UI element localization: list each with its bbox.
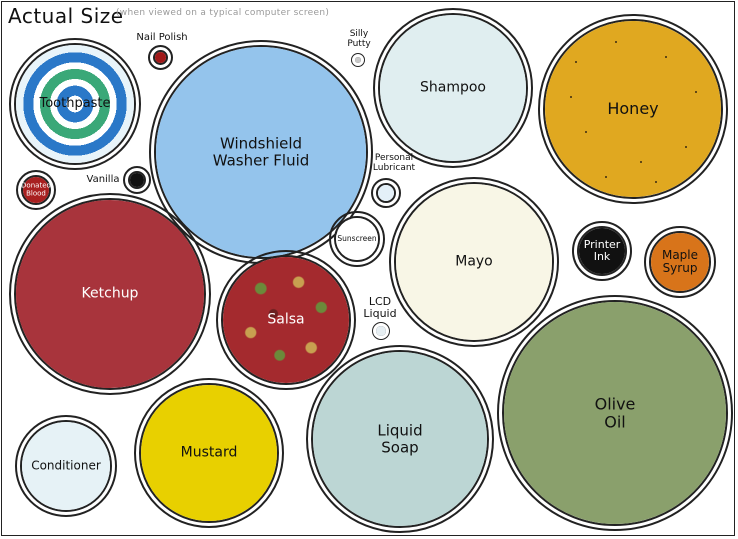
vanilla-label: Vanilla	[86, 174, 120, 185]
honey-speck	[665, 56, 667, 58]
vanilla-circle	[123, 166, 151, 194]
personal-lubricant-circle	[371, 178, 401, 208]
lcd-liquid-label: LCD Liquid	[363, 295, 397, 321]
donated-blood-fill	[23, 177, 49, 203]
conditioner-label: Conditioner	[31, 458, 101, 473]
honey-speck	[615, 41, 617, 43]
salsa-label: Salsa	[267, 311, 305, 328]
shampoo-circle: Shampoo	[373, 8, 533, 168]
mustard-circle: Mustard	[134, 378, 284, 528]
ketchup-fill	[16, 200, 204, 388]
liquid-soap-circle: Liquid Soap	[306, 345, 494, 533]
lcd-liquid-circle	[372, 322, 390, 340]
silly-putty-fill	[355, 57, 361, 63]
comic-title: Actual Size	[8, 4, 124, 28]
salsa-fill	[223, 257, 349, 383]
conditioner-fill	[22, 422, 110, 510]
windshield-washer-fluid-circle: Windshield Washer Fluid	[149, 40, 373, 264]
toothpaste-circle: Toothpaste	[9, 38, 141, 170]
honey-fill	[545, 21, 721, 197]
mayo-fill	[396, 184, 552, 340]
donated-blood-circle: Donated Blood	[16, 170, 56, 210]
printer-ink-label: Printer Ink	[583, 237, 621, 263]
mayo-circle: Mayo	[389, 177, 559, 347]
liquid-soap-fill	[313, 352, 487, 526]
printer-ink-fill	[579, 228, 625, 274]
ketchup-circle: Ketchup	[9, 193, 211, 395]
maple-syrup-fill	[651, 233, 709, 291]
printer-ink-circle: Printer Ink	[572, 221, 632, 281]
liquid-soap-label: Liquid Soap	[377, 421, 423, 456]
honey-speck	[605, 176, 607, 178]
nail-polish-circle	[148, 45, 173, 70]
windshield-washer-fluid-fill	[156, 47, 366, 257]
personal-lubricant-fill	[378, 185, 394, 201]
honey-speck	[640, 161, 642, 163]
toothpaste-swirl	[16, 45, 134, 163]
sunscreen-label: Sunscreen	[337, 233, 377, 243]
maple-syrup-circle: Maple Syrup	[644, 226, 716, 298]
olive-oil-label: Olive Oil	[594, 394, 636, 431]
comic-subtitle: (when viewed on a typical computer scree…	[116, 8, 330, 18]
silly-putty-circle	[351, 53, 365, 67]
silly-putty-label: Silly Putty	[347, 29, 371, 49]
mustard-fill	[141, 385, 277, 521]
maple-syrup-label: Maple Syrup	[661, 247, 699, 275]
honey-circle: Honey	[538, 14, 728, 204]
honey-speck	[585, 131, 587, 133]
honey-speck	[685, 146, 687, 148]
shampoo-fill	[380, 15, 526, 161]
honey-speck	[655, 181, 657, 183]
toothpaste-label: Toothpaste	[39, 95, 111, 111]
mustard-label: Mustard	[180, 444, 238, 461]
honey-label: Honey	[607, 99, 659, 119]
nail-polish-label: Nail Polish	[136, 32, 188, 43]
vanilla-fill	[130, 173, 144, 187]
honey-speck	[570, 96, 572, 98]
nail-polish-fill	[155, 52, 166, 63]
lcd-liquid-fill	[376, 326, 386, 336]
conditioner-circle: Conditioner	[15, 415, 117, 517]
ketchup-label: Ketchup	[81, 285, 139, 302]
sunscreen-fill	[336, 218, 378, 260]
donated-blood-label: Donated Blood	[21, 181, 51, 197]
sunscreen-circle: Sunscreen	[329, 211, 385, 267]
mayo-label: Mayo	[455, 253, 493, 270]
olive-oil-circle: Olive Oil	[497, 295, 733, 531]
olive-oil-fill	[504, 302, 726, 524]
personal-lubricant-label: Personal Lubricant	[372, 153, 416, 173]
honey-speck	[695, 91, 697, 93]
windshield-washer-fluid-label: Windshield Washer Fluid	[212, 134, 310, 169]
shampoo-label: Shampoo	[420, 79, 486, 96]
salsa-circle: Salsa	[216, 250, 356, 390]
honey-speck	[575, 61, 577, 63]
